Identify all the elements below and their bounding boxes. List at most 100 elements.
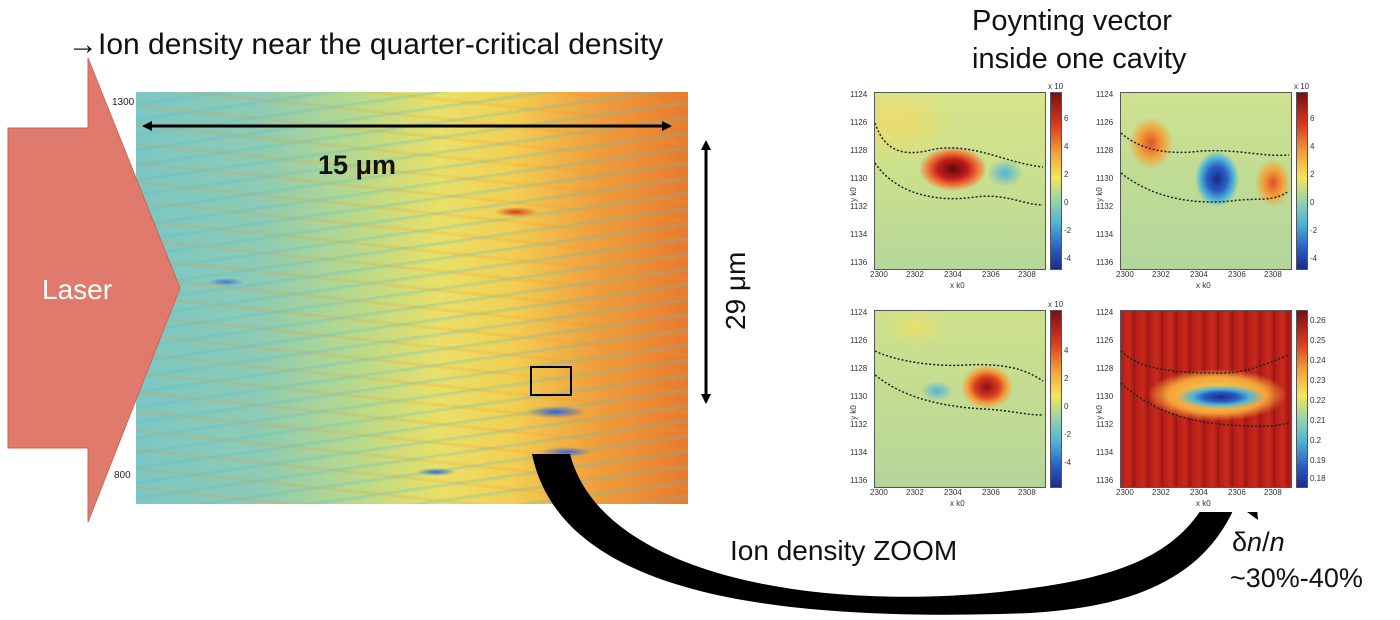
cbar-tick: 0 bbox=[1064, 198, 1069, 207]
laser-arrow bbox=[7, 57, 181, 523]
ytick: 1126 bbox=[1096, 336, 1114, 345]
xtick: 2306 bbox=[1228, 488, 1246, 497]
ytick: 1130 bbox=[1096, 392, 1114, 401]
xtick: 2300 bbox=[1116, 488, 1134, 497]
ytick: 1128 bbox=[1096, 364, 1114, 373]
cbar-tick: -4 bbox=[1310, 254, 1318, 263]
cbar-tick: 2 bbox=[1064, 170, 1069, 179]
cavity-contour-2 bbox=[1121, 132, 1290, 203]
ytick: 1136 bbox=[850, 476, 868, 485]
poynting-title-line2: inside one cavity bbox=[972, 43, 1187, 75]
ytick: 1128 bbox=[1096, 146, 1114, 155]
xtick: 2300 bbox=[870, 270, 888, 279]
ytick: 1124 bbox=[850, 308, 868, 317]
zoom-region-box bbox=[530, 366, 572, 396]
poynting-title-line1: Poynting vector bbox=[972, 5, 1172, 37]
xtick: 2306 bbox=[982, 270, 1000, 279]
ytick: 1124 bbox=[1096, 90, 1114, 99]
cbar-tick: 0.2 bbox=[1310, 436, 1322, 445]
ytick: 1134 bbox=[1096, 448, 1114, 457]
xtick: 2304 bbox=[1190, 488, 1208, 497]
poynting-z-field bbox=[874, 310, 1046, 488]
scale-height-label: 29 μm bbox=[720, 251, 751, 330]
cbar-tick: 0.19 bbox=[1310, 456, 1326, 465]
scale-width-label: 15 μm bbox=[318, 150, 397, 180]
cavity-contour-4 bbox=[1121, 350, 1290, 428]
xtick: 2300 bbox=[1116, 270, 1134, 279]
ytick: 1134 bbox=[1096, 230, 1114, 239]
cbar-tick: 0 bbox=[1310, 198, 1315, 207]
delta-n-numerator: n bbox=[1247, 527, 1263, 557]
delta-n-slash: / bbox=[1262, 527, 1270, 557]
xtick: 2300 bbox=[870, 488, 888, 497]
cbar-exp-3: x 10 bbox=[1048, 300, 1064, 309]
ytick: 1130 bbox=[850, 392, 868, 401]
zoom-label: Ion density ZOOM bbox=[730, 535, 958, 566]
zoom-curved-arrow bbox=[532, 452, 1258, 615]
ylabel-panel-1: y k0 bbox=[848, 187, 858, 202]
xtick: 2304 bbox=[1190, 270, 1208, 279]
ylabel-panel-2: y k0 bbox=[1094, 187, 1104, 202]
ytick: 1134 bbox=[850, 448, 868, 457]
cbar-tick: -4 bbox=[1064, 458, 1072, 467]
plot-panel-4: 0.26 0.25 0.24 0.23 0.22 0.21 0.2 0.19 0… bbox=[1096, 302, 1336, 512]
xtick: 2308 bbox=[1018, 488, 1036, 497]
ytick: 1132 bbox=[850, 420, 868, 429]
xtick: 2302 bbox=[1152, 488, 1170, 497]
ytick: 1132 bbox=[1096, 420, 1114, 429]
ytick: 1130 bbox=[1096, 174, 1114, 183]
cbar-exp-1: x 10 bbox=[1048, 82, 1064, 91]
ytick: 1124 bbox=[1096, 308, 1114, 317]
figure-title: →Ion density near the quarter-critical d… bbox=[68, 28, 664, 61]
xlabel: x k0 bbox=[1196, 281, 1211, 290]
cbar-tick: 0.22 bbox=[1310, 396, 1326, 405]
xtick: 2308 bbox=[1264, 488, 1282, 497]
ion-density-zoom-field bbox=[1120, 310, 1292, 488]
cbar-tick: -2 bbox=[1064, 430, 1072, 439]
xtick: 2306 bbox=[1228, 270, 1246, 279]
delta-n-label: δn/n bbox=[1232, 527, 1285, 558]
ytick: 1132 bbox=[850, 202, 868, 211]
ytick: 1126 bbox=[1096, 118, 1114, 127]
colorbar-3 bbox=[1050, 310, 1062, 488]
ytick: 1126 bbox=[850, 336, 868, 345]
xtick: 2302 bbox=[906, 488, 924, 497]
ylabel-panel-3: y k0 bbox=[848, 405, 858, 420]
map-ytick-top: 1300 bbox=[112, 97, 135, 108]
ytick: 1134 bbox=[850, 230, 868, 239]
map-ytick-bottom: 800 bbox=[114, 470, 131, 481]
cbar-tick: 0.18 bbox=[1310, 474, 1326, 483]
plot-panel-2: x 10 6 4 2 0 -2 -4 1124 1126 1128 1130 1… bbox=[1096, 82, 1326, 294]
cbar-tick: 4 bbox=[1064, 346, 1069, 355]
xlabel: x k0 bbox=[1196, 499, 1211, 508]
ytick: 1136 bbox=[1096, 476, 1114, 485]
xtick: 2302 bbox=[1152, 270, 1170, 279]
xtick: 2304 bbox=[944, 488, 962, 497]
cbar-tick: 0.24 bbox=[1310, 356, 1326, 365]
ytick: 1136 bbox=[850, 258, 868, 267]
cbar-tick: -4 bbox=[1064, 254, 1072, 263]
cbar-tick: -2 bbox=[1064, 226, 1072, 235]
xlabel: x k0 bbox=[950, 281, 965, 290]
colorbar-4 bbox=[1296, 310, 1308, 488]
xtick: 2308 bbox=[1018, 270, 1036, 279]
ion-density-map bbox=[136, 92, 688, 504]
colorbar-2 bbox=[1296, 92, 1308, 270]
cbar-tick: 0.25 bbox=[1310, 336, 1326, 345]
ytick: 1128 bbox=[850, 146, 868, 155]
cbar-tick: 0.23 bbox=[1310, 376, 1326, 385]
cbar-exp-2: x 10 bbox=[1294, 82, 1310, 91]
colorbar-1 bbox=[1050, 92, 1062, 270]
cbar-tick: 0.26 bbox=[1310, 316, 1326, 325]
xlabel: x k0 bbox=[950, 499, 965, 508]
cbar-tick: 6 bbox=[1310, 114, 1315, 123]
ytick: 1132 bbox=[1096, 202, 1114, 211]
cavity-contour-3 bbox=[875, 350, 1044, 416]
xtick: 2304 bbox=[944, 270, 962, 279]
ylabel-panel-4: y k0 bbox=[1094, 405, 1104, 420]
cavity-contour-1 bbox=[875, 122, 1044, 206]
laser-label: Laser bbox=[42, 274, 113, 305]
cbar-tick: 6 bbox=[1064, 114, 1069, 123]
poynting-x-field bbox=[874, 92, 1046, 270]
